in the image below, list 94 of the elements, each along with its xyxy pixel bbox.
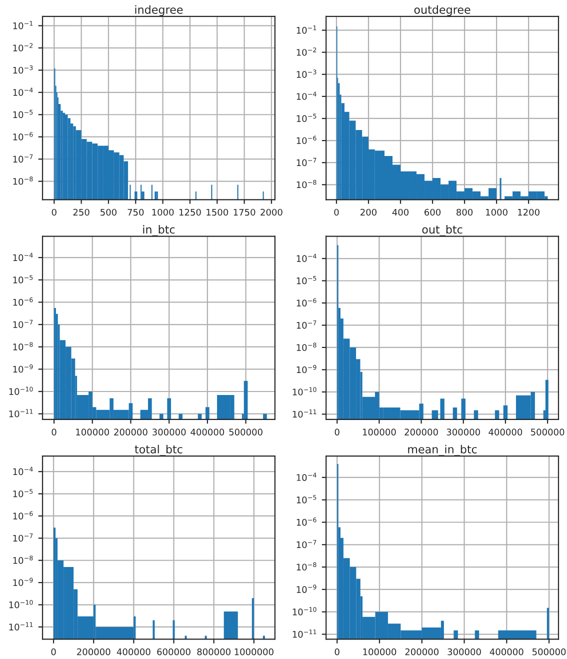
y-tick-label: 10$^{−9}$ <box>296 364 316 374</box>
x-tick-label: 200 <box>360 208 377 216</box>
y-tick-label: 10$^{−2}$ <box>13 43 33 52</box>
y-tick-label: 10$^{−4}$ <box>13 252 33 262</box>
x-tick-label: 2000 <box>260 208 282 216</box>
x-tick-label: 750 <box>128 208 144 216</box>
y-tick-label: 10$^{−5}$ <box>13 489 33 498</box>
x-tick-label: 1000000 <box>234 648 274 656</box>
x-tick-label: 0 <box>334 428 340 436</box>
x-tick-label: 0 <box>52 428 56 436</box>
chart-title: total_btc <box>134 444 182 456</box>
y-tick-label: 10$^{−6}$ <box>13 132 33 140</box>
y-tick-label: 10$^{−10}$ <box>292 387 316 396</box>
x-tick-label: 250 <box>73 208 90 216</box>
y-tick-label: 10$^{−6}$ <box>296 298 316 306</box>
x-tick-label: 400000 <box>190 428 224 436</box>
x-tick-label: 0 <box>51 648 56 656</box>
y-tick-label: 10$^{−4}$ <box>296 254 316 262</box>
y-tick-label: 10$^{−5}$ <box>296 495 316 504</box>
y-tick-label: 10$^{−2}$ <box>296 48 316 56</box>
y-tick-label: 10$^{−4}$ <box>296 472 316 481</box>
y-tick-label: 10$^{−7}$ <box>13 320 33 328</box>
y-tick-label: 10$^{−9}$ <box>13 578 33 586</box>
y-tick-label: 10$^{−8}$ <box>13 176 33 185</box>
y-tick-label: 10$^{−7}$ <box>296 540 316 548</box>
x-tick-label: 1000 <box>152 208 174 216</box>
x-tick-label: 200000 <box>77 648 110 656</box>
x-tick-label: 800000 <box>197 648 230 656</box>
x-tick-label: 500000 <box>531 428 564 436</box>
x-tick-label: 0 <box>52 208 56 216</box>
x-tick-label: 1500 <box>206 208 228 216</box>
y-tick-label: 10$^{−8}$ <box>296 342 316 351</box>
chart-title: mean_in_btc <box>408 444 477 456</box>
y-tick-label: 10$^{−1}$ <box>296 26 316 34</box>
y-tick-label: 10$^{−11}$ <box>9 622 33 630</box>
chart-title: outdegree <box>414 5 470 16</box>
y-tick-label: 10$^{−7}$ <box>13 533 33 542</box>
y-tick-label: 10$^{−6}$ <box>296 136 316 144</box>
y-tick-label: 10$^{−10}$ <box>292 607 316 616</box>
y-tick-label: 10$^{−8}$ <box>13 342 33 350</box>
y-tick-label: 10$^{−4}$ <box>13 88 33 96</box>
y-tick-label: 10$^{−7}$ <box>296 320 316 329</box>
y-tick-label: 10$^{−4}$ <box>13 466 33 476</box>
x-tick-label: 400000 <box>490 648 524 656</box>
x-tick-label: 100000 <box>362 428 396 436</box>
chart-title: indegree <box>135 5 183 16</box>
y-tick-label: 10$^{−8}$ <box>296 562 316 571</box>
x-tick-label: 300000 <box>152 428 186 436</box>
chart-title: in_btc <box>143 225 175 236</box>
y-tick-label: 10$^{−1}$ <box>13 21 33 30</box>
x-tick-label: 300000 <box>446 428 480 436</box>
chart-title: out_btc <box>422 225 462 236</box>
x-tick-label: 200000 <box>405 648 439 656</box>
x-tick-label: 200000 <box>404 428 438 436</box>
y-tick-label: 10$^{−10}$ <box>9 386 33 395</box>
x-tick-label: 500000 <box>532 648 566 656</box>
y-tick-label: 10$^{−8}$ <box>296 180 316 188</box>
y-tick-label: 10$^{−11}$ <box>292 409 316 418</box>
y-tick-label: 10$^{−10}$ <box>9 600 33 608</box>
x-tick-label: 500000 <box>229 428 262 436</box>
x-tick-label: 1750 <box>234 208 256 216</box>
x-tick-label: 600000 <box>157 648 190 656</box>
y-tick-label: 10$^{−7}$ <box>13 154 33 163</box>
y-tick-label: 10$^{−6}$ <box>296 517 316 526</box>
x-tick-label: 300000 <box>448 648 481 656</box>
y-tick-label: 10$^{−5}$ <box>13 275 33 284</box>
y-tick-label: 10$^{−7}$ <box>296 158 316 166</box>
x-tick-label: 100000 <box>363 648 396 656</box>
y-tick-label: 10$^{−3}$ <box>13 65 33 74</box>
y-tick-label: 10$^{−11}$ <box>292 630 316 638</box>
y-tick-label: 10$^{−4}$ <box>296 92 316 100</box>
y-tick-label: 10$^{−5}$ <box>296 114 316 122</box>
x-tick-label: 400000 <box>488 428 522 436</box>
x-tick-label: 800 <box>456 208 473 216</box>
x-tick-label: 1250 <box>179 208 201 216</box>
x-tick-label: 600 <box>424 208 441 216</box>
y-tick-label: 10$^{−5}$ <box>13 110 33 118</box>
y-tick-label: 10$^{−6}$ <box>13 511 33 520</box>
y-tick-label: 10$^{−3}$ <box>296 70 316 78</box>
y-tick-label: 10$^{−6}$ <box>13 297 33 306</box>
y-tick-label: 10$^{−8}$ <box>13 556 33 564</box>
y-tick-label: 10$^{−9}$ <box>13 364 33 373</box>
x-tick-label: 100000 <box>76 428 110 436</box>
x-tick-label: 1200 <box>518 208 540 216</box>
y-tick-label: 10$^{−9}$ <box>296 584 316 593</box>
x-tick-label: 400000 <box>116 648 150 656</box>
x-tick-label: 500 <box>100 208 116 216</box>
y-tick-label: 10$^{−5}$ <box>296 276 316 284</box>
x-tick-label: 0 <box>334 648 340 656</box>
x-tick-label: 1000 <box>486 208 508 216</box>
x-tick-label: 400 <box>392 208 409 216</box>
x-tick-label: 200000 <box>114 428 148 436</box>
y-tick-label: 10$^{−11}$ <box>9 409 33 418</box>
x-tick-label: 0 <box>334 208 339 216</box>
